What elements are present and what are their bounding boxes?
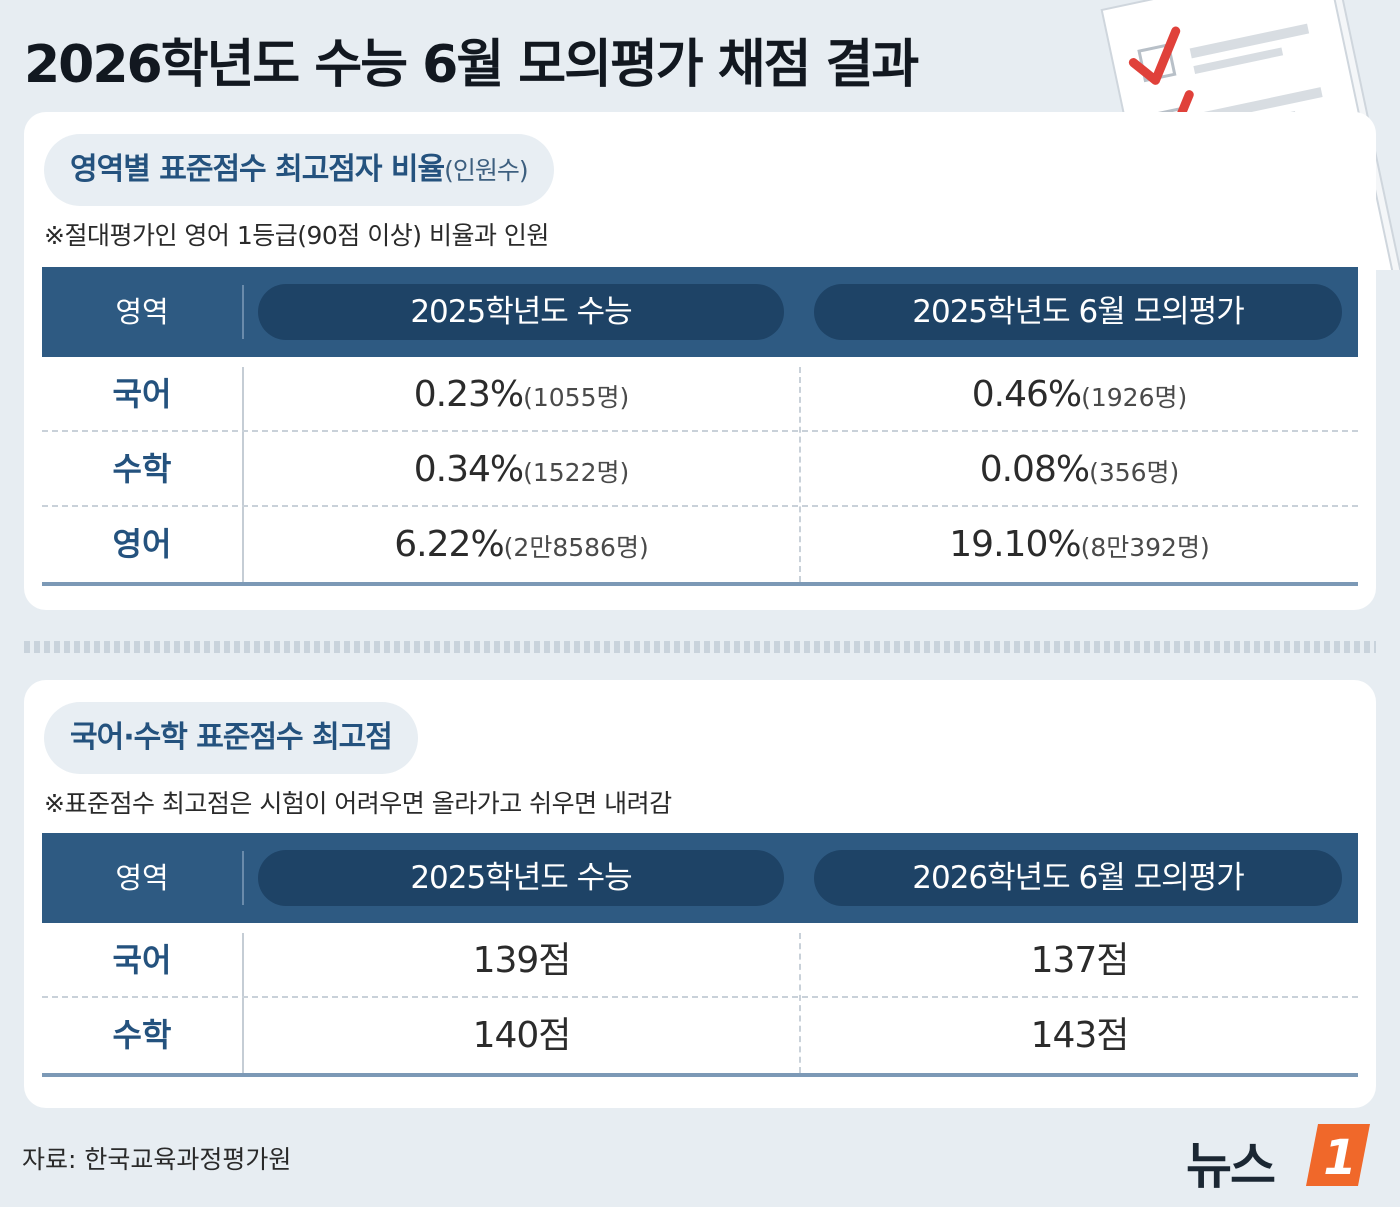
section2-heading: 국어·수학 표준점수 최고점 [44, 702, 418, 774]
table-row: 수학 140점 143점 [112, 1015, 1130, 1056]
section-divider [24, 641, 1376, 653]
page-title: 2026학년도 수능 6월 모의평가 채점 결과 [24, 35, 919, 95]
news1-badge-icon: 1 [1306, 1124, 1370, 1186]
ratio-table: 영역 2025학년도 수능 2025학년도 6월 모의평가 국어 0.23%(1… [42, 267, 1358, 586]
col-header-2025-csat: 2025학년도 수능 [258, 284, 784, 340]
table-row: 국어 0.23%(1055명) 0.46%(1926명) [42, 357, 1358, 432]
section1-note: ※절대평가인 영어 1등급(90점 이상) 비율과 인원 [44, 221, 549, 250]
table-header: 영역 2025학년도 수능 2025학년도 6월 모의평가 [42, 267, 1358, 357]
source-credit: 자료: 한국교육과정평가원 [22, 1145, 292, 1174]
col-header-2025-csat: 2025학년도 수능 [258, 850, 784, 906]
col-header-2025-june: 2025학년도 6월 모의평가 [814, 284, 1342, 340]
table-row: 수학 0.34%(1522명) 0.08%(356명) [42, 432, 1358, 507]
table-row: 국어 139점 137점 [42, 923, 1358, 998]
svg-text:1: 1 [1323, 1130, 1356, 1186]
table-header: 영역 2025학년도 수능 2026학년도 6월 모의평가 [42, 833, 1358, 923]
col-header-subject: 영역 [115, 861, 169, 895]
top-score-ratio-card: 영역별 표준점수 최고점자 비율(인원수) ※절대평가인 영어 1등급(90점 … [24, 112, 1376, 610]
col-header-2026-june: 2026학년도 6월 모의평가 [814, 850, 1342, 906]
section1-heading: 영역별 표준점수 최고점자 비율(인원수) [44, 134, 554, 206]
logo-text: 뉴스 [1186, 1137, 1276, 1195]
col-header-subject: 영역 [115, 295, 169, 329]
score-table: 영역 2025학년도 수능 2026학년도 6월 모의평가 국어 139점 13… [42, 833, 1358, 1077]
section2-note: ※표준점수 최고점은 시험이 어려우면 올라가고 쉬우면 내려감 [44, 789, 672, 818]
top-score-card: 국어·수학 표준점수 최고점 ※표준점수 최고점은 시험이 어려우면 올라가고 … [24, 680, 1376, 1108]
table-row: 영어 6.22%(2만8586명) 19.10%(8만392명) [112, 524, 1210, 565]
news1-logo: 뉴스 1 [1186, 1118, 1376, 1198]
